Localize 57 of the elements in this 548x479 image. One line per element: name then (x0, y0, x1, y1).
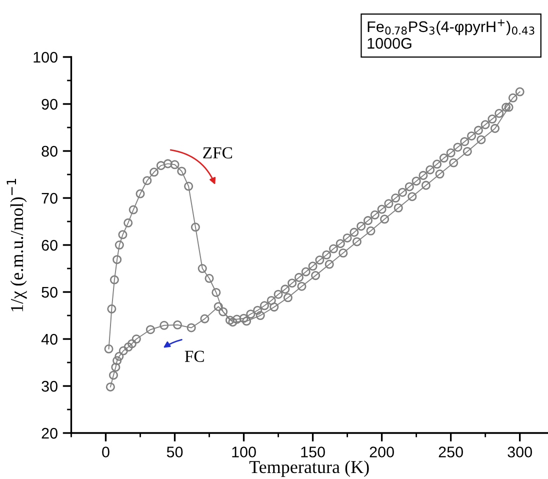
point (435, 170, 444, 179)
y-tick-label: 40 (41, 334, 58, 345)
point (132, 334, 141, 344)
x-tick-label: 50 (166, 446, 183, 458)
x-tick-label: 250 (438, 446, 463, 458)
point (504, 102, 514, 112)
y-tick-label: 90 (42, 98, 58, 110)
y-tick-label: 30 (42, 380, 58, 392)
point (108, 370, 118, 380)
series-label: FC (184, 350, 204, 362)
x-tick-label: 300 (508, 446, 532, 458)
point (112, 356, 122, 366)
point (256, 310, 265, 320)
point (127, 339, 136, 348)
y-tick-label: 80 (42, 146, 58, 157)
point (146, 325, 155, 334)
point (124, 342, 133, 352)
point (106, 382, 115, 392)
point (394, 203, 403, 212)
point (366, 226, 376, 236)
point (111, 362, 120, 372)
series-label: ZFC (203, 147, 232, 158)
point (297, 282, 306, 291)
point (352, 237, 362, 246)
point (186, 323, 196, 332)
y-axis-title: 1/χ (e.m.u./mol)$^{−1}$ (6, 178, 27, 312)
point (408, 192, 417, 202)
point (160, 320, 169, 330)
point (242, 316, 252, 326)
y-tick-label: 70 (42, 192, 58, 204)
point (449, 158, 458, 168)
point (173, 320, 182, 330)
x-tick-label: 150 (301, 446, 325, 458)
y-tick-label: 50 (42, 286, 58, 298)
y-tick-label: 60 (42, 240, 58, 251)
x-tick-label: 100 (232, 446, 256, 458)
point (114, 352, 124, 361)
y-tick-label: 20 (42, 428, 58, 439)
x-axis-title: Temperatura (K) (249, 460, 369, 477)
x-tick-label: 0 (102, 446, 110, 458)
x-tick-label: 200 (370, 446, 394, 458)
y-tick-label: 100 (34, 52, 58, 63)
point (324, 260, 334, 269)
text: Fe$_{0.78}$PS$_{3}$(4-φpyrH$^{+}$)$_{0.43}$ 1000G (368, 19, 534, 49)
point (118, 346, 128, 356)
point (283, 293, 292, 302)
point (490, 124, 500, 133)
point (476, 135, 486, 144)
point (421, 180, 430, 190)
point (311, 271, 320, 280)
point (338, 248, 348, 258)
point (200, 314, 210, 324)
point (270, 302, 279, 312)
point (214, 302, 223, 312)
point (380, 214, 390, 224)
point (462, 146, 472, 156)
point (228, 318, 238, 327)
